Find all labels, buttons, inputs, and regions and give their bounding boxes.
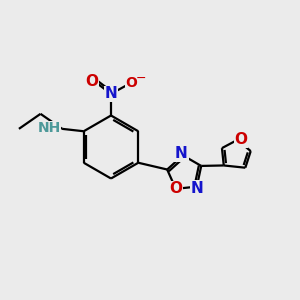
Text: O: O xyxy=(125,76,137,90)
Text: −: − xyxy=(136,72,146,86)
Text: O: O xyxy=(235,132,248,147)
Text: O: O xyxy=(169,181,182,196)
Text: NH: NH xyxy=(38,121,61,135)
Text: N: N xyxy=(190,181,203,196)
Text: N: N xyxy=(175,146,188,161)
Text: N: N xyxy=(105,86,117,101)
Text: O: O xyxy=(85,74,98,88)
